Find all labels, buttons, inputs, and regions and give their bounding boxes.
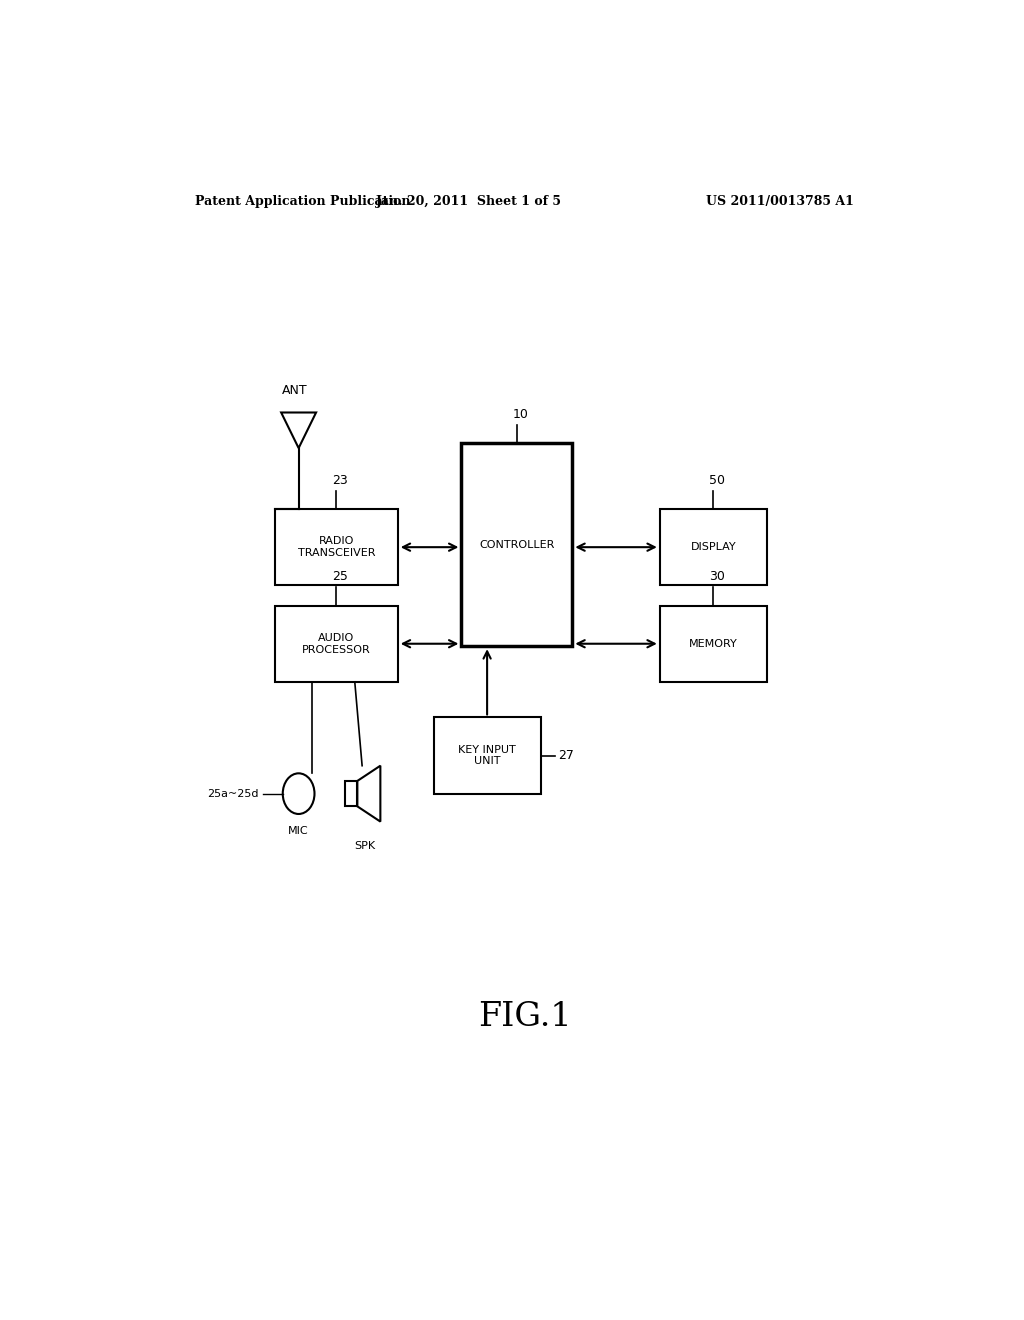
Text: US 2011/0013785 A1: US 2011/0013785 A1: [707, 194, 854, 207]
Text: 50: 50: [710, 474, 725, 487]
Text: DISPLAY: DISPLAY: [690, 543, 736, 552]
Text: 23: 23: [333, 474, 348, 487]
Bar: [659, 606, 767, 682]
Bar: [274, 606, 397, 682]
Text: Jan. 20, 2011  Sheet 1 of 5: Jan. 20, 2011 Sheet 1 of 5: [376, 194, 562, 207]
Text: FIG.1: FIG.1: [478, 1002, 571, 1034]
Text: CONTROLLER: CONTROLLER: [479, 540, 555, 549]
Text: SPK: SPK: [354, 841, 375, 851]
Text: RADIO
TRANSCEIVER: RADIO TRANSCEIVER: [298, 536, 375, 558]
Bar: [433, 718, 541, 793]
Text: Patent Application Publication: Patent Application Publication: [196, 194, 411, 207]
Text: KEY INPUT
UNIT: KEY INPUT UNIT: [458, 744, 516, 767]
Text: 25: 25: [333, 570, 348, 583]
Bar: [345, 781, 357, 807]
Text: ANT: ANT: [282, 384, 307, 397]
Bar: [274, 510, 397, 585]
Text: 10: 10: [513, 408, 528, 421]
Bar: [461, 444, 572, 647]
Text: AUDIO
PROCESSOR: AUDIO PROCESSOR: [302, 632, 371, 655]
Text: 30: 30: [710, 570, 725, 583]
Text: MEMORY: MEMORY: [689, 639, 737, 648]
Bar: [659, 510, 767, 585]
Text: MIC: MIC: [289, 826, 309, 836]
Text: 25a~25d: 25a~25d: [208, 788, 259, 799]
Text: 27: 27: [558, 748, 574, 762]
